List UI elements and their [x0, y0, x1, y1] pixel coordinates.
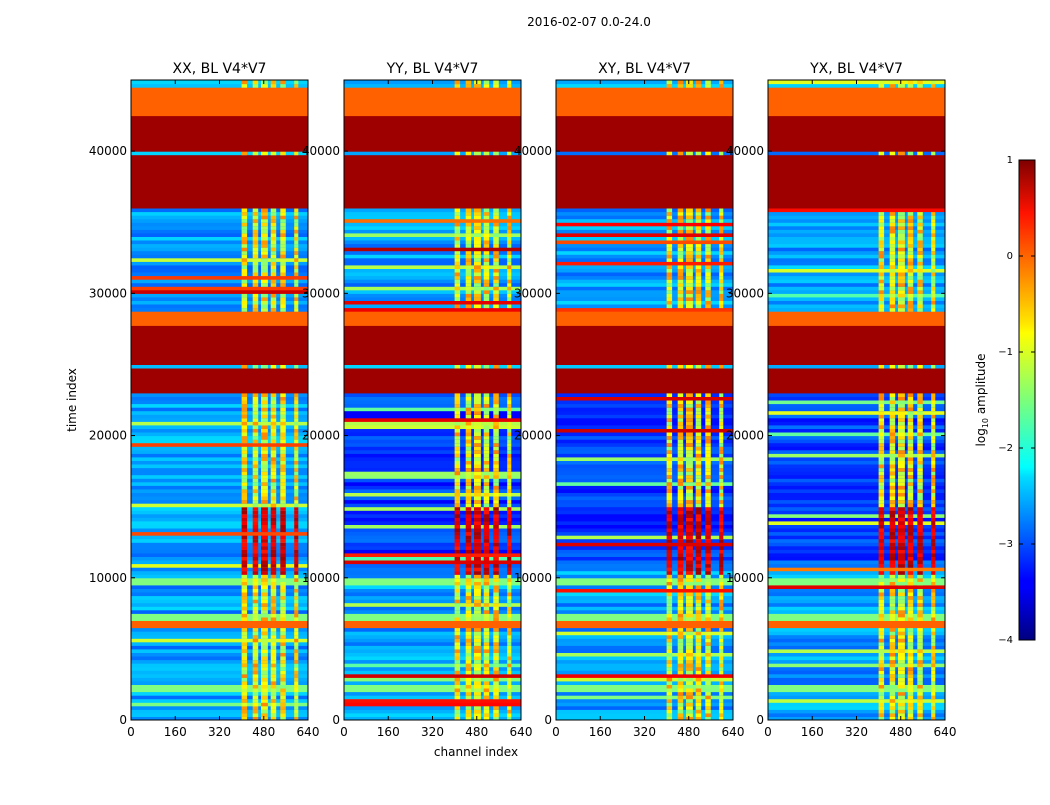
x-tick-label: 320 — [633, 725, 656, 739]
x-tick-label: 640 — [297, 725, 320, 739]
y-tick-label: 20000 — [302, 429, 340, 443]
heatmap-image — [131, 80, 308, 720]
colorbar-gradient — [1018, 159, 1036, 641]
colorbar-tick-label: −3 — [998, 539, 1013, 550]
x-tick-label: 480 — [252, 725, 275, 739]
panel-title: XX, BL V4*V7 — [173, 61, 267, 77]
x-tick-label: 320 — [208, 725, 231, 739]
panel-title: YY, BL V4*V7 — [386, 61, 479, 77]
y-tick-label: 10000 — [514, 571, 552, 585]
y-tick-label: 40000 — [89, 144, 127, 158]
x-tick-label: 640 — [934, 725, 957, 739]
heatmap-image — [556, 80, 733, 720]
panel-title: YX, BL V4*V7 — [809, 61, 903, 77]
x-tick-label: 640 — [722, 725, 745, 739]
y-tick-label: 20000 — [89, 429, 127, 443]
colorbar-tick-label: 1 — [1007, 155, 1013, 166]
x-tick-label: 480 — [889, 725, 912, 739]
colorbar: log10 amplitude 1 0 −1 −2 −3 −4 — [974, 155, 1036, 646]
x-tick-label: 480 — [677, 725, 700, 739]
panel-3: YX, BL V4*V7 0 160 320 480 640 0 10000 20000 3000… — [726, 61, 957, 739]
panel-1: YY, BL V4*V7 0 160 320 480 640 0 10000 20000 3000… — [302, 61, 533, 739]
y-tick-label: 30000 — [89, 286, 127, 300]
y-tick-label: 40000 — [514, 144, 552, 158]
x-tick-label: 0 — [764, 725, 772, 739]
colorbar-tick-label: −4 — [998, 635, 1013, 646]
colorbar-tick-label: 0 — [1007, 251, 1013, 262]
y-tick-label: 30000 — [514, 286, 552, 300]
x-tick-label: 640 — [510, 725, 533, 739]
x-tick-label: 0 — [340, 725, 348, 739]
y-tick-label: 0 — [544, 713, 552, 727]
x-tick-label: 160 — [377, 725, 400, 739]
y-tick-label: 30000 — [302, 286, 340, 300]
x-tick-label: 160 — [164, 725, 187, 739]
panel-title: XY, BL V4*V7 — [598, 61, 691, 77]
y-tick-label: 0 — [119, 713, 127, 727]
y-tick-label: 10000 — [89, 571, 127, 585]
colorbar-tick-label: −2 — [998, 443, 1013, 454]
y-axis-label: time index — [65, 368, 79, 432]
x-tick-label: 320 — [845, 725, 868, 739]
panel-2: XY, BL V4*V7 0 160 320 480 640 0 10000 20000 3000… — [514, 61, 745, 739]
y-tick-label: 40000 — [302, 144, 340, 158]
y-tick-label: 20000 — [514, 429, 552, 443]
panel-0: XX, BL V4*V7 0 160 320 480 640 0 10000 20000 3000… — [89, 61, 320, 739]
x-tick-label: 320 — [421, 725, 444, 739]
colorbar-label: log10 amplitude — [974, 354, 990, 447]
y-tick-label: 20000 — [726, 429, 764, 443]
colorbar-tick-label: −1 — [998, 347, 1013, 358]
y-tick-label: 0 — [332, 713, 340, 727]
x-tick-label: 0 — [552, 725, 560, 739]
figure-suptitle: 2016-02-07 0.0-24.0 — [527, 15, 651, 29]
y-tick-label: 40000 — [726, 144, 764, 158]
x-tick-label: 480 — [465, 725, 488, 739]
x-tick-label: 160 — [589, 725, 612, 739]
y-tick-label: 10000 — [302, 571, 340, 585]
y-tick-label: 10000 — [726, 571, 764, 585]
x-tick-label: 0 — [127, 725, 135, 739]
heatmap-image — [768, 80, 945, 720]
x-tick-label: 160 — [801, 725, 824, 739]
y-tick-label: 0 — [756, 713, 764, 727]
heatmap-image — [344, 80, 521, 720]
y-tick-label: 30000 — [726, 286, 764, 300]
x-axis-label: channel index — [434, 745, 518, 759]
